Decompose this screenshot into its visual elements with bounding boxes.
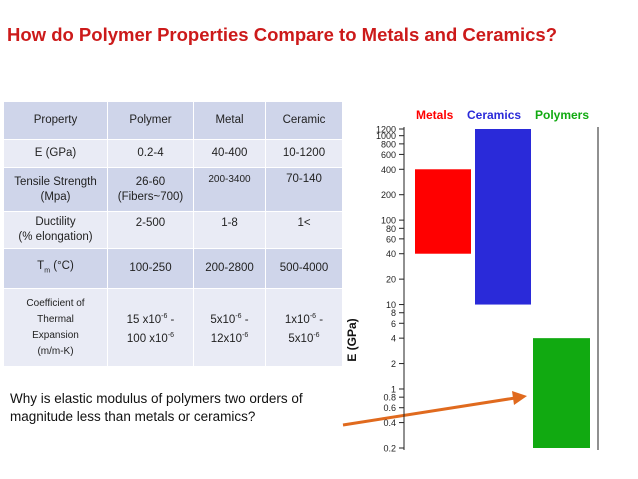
cell-line: 1x10-6 - bbox=[268, 309, 340, 328]
y-tick-label: 600 bbox=[381, 150, 396, 160]
question-caption: Why is elastic modulus of polymers two o… bbox=[10, 391, 303, 424]
y-tick-label: 1 bbox=[391, 384, 396, 394]
y-tick-label: 0.8 bbox=[383, 393, 396, 403]
table-row: Tensile Strength (Mpa) 26-60 (Fibers~700… bbox=[3, 167, 343, 212]
cell-line: 100 x10-6 bbox=[110, 328, 191, 347]
table-cell: Coefficient of Thermal Expansion (m/m-K) bbox=[3, 288, 108, 367]
table-row: Tm (°C) 100-250 200-2800 500-4000 bbox=[3, 248, 343, 289]
y-tick-label: 2 bbox=[391, 359, 396, 369]
y-tick-label: 0.4 bbox=[383, 418, 396, 428]
cte-value: 12x10 bbox=[210, 332, 243, 345]
cte-dash: - bbox=[241, 313, 249, 326]
tm-unit: (°C) bbox=[50, 259, 74, 272]
table-header: Polymer bbox=[107, 101, 194, 140]
table-header-row: Property Polymer Metal Ceramic bbox=[3, 101, 343, 140]
table-cell: 2-500 bbox=[107, 211, 194, 249]
y-tick-label: 20 bbox=[386, 275, 396, 285]
y-tick-label: 1200 bbox=[376, 125, 396, 135]
table-cell: 1x10-6 - 5x10-6 bbox=[265, 288, 343, 367]
cte-exponent: -6 bbox=[242, 331, 249, 339]
table-header: Ceramic bbox=[265, 101, 343, 140]
table-row: Ductility (% elongation) 2-500 1-8 1< bbox=[3, 211, 343, 249]
legend-metals: Metals bbox=[416, 108, 454, 122]
cte-exponent: -6 bbox=[313, 331, 320, 339]
cte-exponent: -6 bbox=[235, 312, 242, 320]
bar-polymers bbox=[533, 338, 590, 448]
table-cell: 40-400 bbox=[193, 139, 266, 168]
table-cell: Tensile Strength (Mpa) bbox=[3, 167, 108, 212]
y-tick-label: 6 bbox=[391, 319, 396, 329]
table-cell: 1< bbox=[265, 211, 343, 249]
slide-title: How do Polymer Properties Compare to Met… bbox=[7, 24, 558, 45]
y-tick-label: 200 bbox=[381, 190, 396, 200]
cte-value: 15 x10 bbox=[126, 313, 162, 326]
properties-table: Property Polymer Metal Ceramic E (GPa) 0… bbox=[3, 101, 343, 367]
cte-exponent: -6 bbox=[167, 331, 175, 339]
cell-line: (m/m-K) bbox=[37, 345, 74, 357]
cell-line: 12x10-6 bbox=[196, 328, 263, 347]
cell-line: (Mpa) bbox=[40, 190, 71, 203]
y-tick-label: 60 bbox=[386, 234, 396, 244]
table-cell: E (GPa) bbox=[3, 139, 108, 168]
arrow-shaft bbox=[342, 396, 516, 427]
table-cell: 26-60 (Fibers~700) bbox=[107, 167, 194, 212]
cell-line: 5x10-6 bbox=[268, 328, 340, 347]
y-axis-label: E (GPa) bbox=[345, 318, 359, 361]
cte-exponent: -6 bbox=[309, 312, 317, 320]
cell-line: 15 x10-6 - bbox=[110, 309, 191, 328]
y-tick-label: 0.2 bbox=[383, 444, 396, 454]
cell-line: Expansion bbox=[32, 329, 79, 341]
cte-value: 5x10 bbox=[210, 313, 236, 326]
cte-exponent: -6 bbox=[161, 312, 168, 320]
cte-dash: - bbox=[167, 313, 175, 326]
table-cell: Tm (°C) bbox=[3, 248, 108, 289]
table-cell: 200-3400 bbox=[193, 167, 266, 212]
y-tick-label: 40 bbox=[386, 249, 396, 259]
legend-polymers: Polymers bbox=[535, 108, 589, 122]
table-cell: 200-2800 bbox=[193, 248, 266, 289]
y-tick-label: 100 bbox=[381, 216, 396, 226]
cell-line: (% elongation) bbox=[18, 231, 93, 243]
cte-value: 1x10 bbox=[284, 313, 310, 326]
y-tick-label: 400 bbox=[381, 165, 396, 175]
cell-line: Tensile Strength bbox=[14, 175, 97, 188]
table-cell: 70-140 bbox=[265, 167, 343, 212]
table-cell: 15 x10-6 - 100 x10-6 bbox=[107, 288, 194, 367]
table-cell: 5x10-6 - 12x10-6 bbox=[193, 288, 266, 367]
y-tick-label: 0.6 bbox=[383, 403, 396, 413]
y-tick-label: 4 bbox=[391, 334, 396, 344]
table-cell: 1-8 bbox=[193, 211, 266, 249]
y-tick-label: 10 bbox=[386, 300, 396, 310]
tm-symbol: T bbox=[37, 259, 45, 272]
cte-value: 5x10 bbox=[288, 332, 314, 345]
y-tick-label: 80 bbox=[386, 224, 396, 234]
bar-ceramics bbox=[475, 129, 531, 305]
y-tick-label: 8 bbox=[391, 308, 396, 318]
table-cell: 100-250 bbox=[107, 248, 194, 289]
cell-line: Coefficient of bbox=[26, 297, 85, 309]
cell-line: Thermal bbox=[37, 313, 74, 325]
cell-line: Ductility bbox=[35, 216, 76, 228]
bar-metals bbox=[415, 169, 471, 254]
arrow-head bbox=[512, 391, 527, 405]
y-tick-label: 1000 bbox=[376, 131, 396, 141]
table-row: Coefficient of Thermal Expansion (m/m-K)… bbox=[3, 288, 343, 367]
cell-line: 5x10-6 - bbox=[196, 309, 263, 328]
tm-subscript: m bbox=[44, 267, 51, 275]
cell-line: 26-60 bbox=[135, 175, 166, 188]
table-cell: 10-1200 bbox=[265, 139, 343, 168]
table-header: Metal bbox=[193, 101, 266, 140]
legend-ceramics: Ceramics bbox=[467, 108, 521, 122]
cell-line: (Fibers~700) bbox=[117, 190, 184, 203]
y-tick-label: 800 bbox=[381, 139, 396, 149]
cte-dash: - bbox=[316, 313, 324, 326]
table-cell: Ductility (% elongation) bbox=[3, 211, 108, 249]
table-cell: 500-4000 bbox=[265, 248, 343, 289]
cte-value: 100 x10 bbox=[126, 332, 168, 345]
